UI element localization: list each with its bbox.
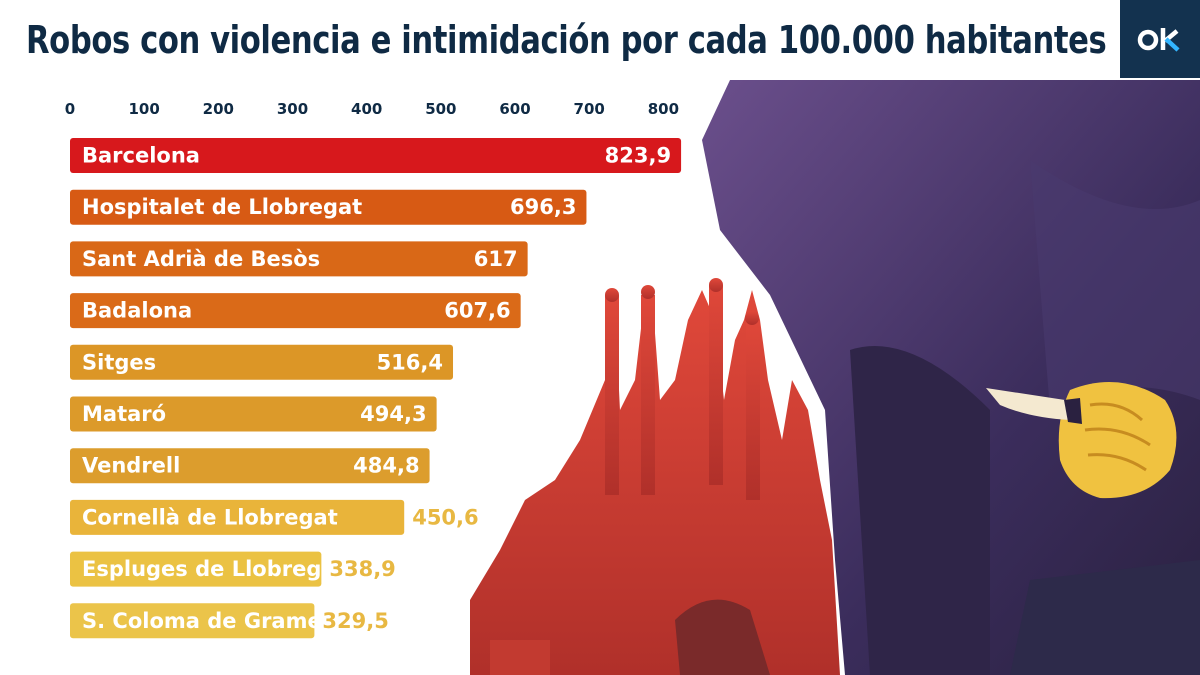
x-tick-label: 200 bbox=[203, 100, 234, 118]
bar-category-label: Mataró bbox=[82, 402, 166, 426]
x-tick-label: 0 bbox=[65, 100, 75, 118]
bar-value-label: 329,5 bbox=[322, 609, 388, 633]
bar-value-label: 338,9 bbox=[329, 557, 395, 581]
bar-category-label: Sant Adrià de Besòs bbox=[82, 247, 320, 271]
bar-value-label: 617 bbox=[474, 247, 518, 271]
bar-value-label: 494,3 bbox=[360, 402, 426, 426]
bar bbox=[70, 241, 528, 277]
bar bbox=[70, 189, 587, 225]
bar-value-label: 823,9 bbox=[605, 144, 671, 168]
bar bbox=[70, 396, 437, 432]
bar-value-label: 450,6 bbox=[412, 505, 478, 529]
bar-value-label: 516,4 bbox=[377, 350, 443, 374]
x-tick-label: 500 bbox=[425, 100, 456, 118]
bar bbox=[70, 293, 521, 329]
x-axis-ticks: 0 100 200 300 400 500 600 700 800 bbox=[65, 100, 679, 118]
person-silhouette bbox=[702, 80, 1200, 675]
bar bbox=[70, 499, 405, 535]
bar-category-label: Espluges de Llobregat bbox=[82, 557, 346, 581]
brand-logo[interactable] bbox=[1120, 0, 1200, 78]
x-tick-label: 600 bbox=[499, 100, 530, 118]
x-tick-label: 700 bbox=[574, 100, 605, 118]
bar-category-label: Barcelona bbox=[82, 144, 200, 168]
bar-category-label: Badalona bbox=[82, 299, 192, 323]
bar-value-label: 607,6 bbox=[444, 299, 510, 323]
background-illustration bbox=[470, 80, 1200, 675]
x-tick-label: 400 bbox=[351, 100, 382, 118]
x-tick-label: 300 bbox=[277, 100, 308, 118]
chart-title: Robos con violencia e intimidación por c… bbox=[26, 18, 1107, 62]
bar-chart: 0 100 200 300 400 500 600 700 800 Barcelona 823,9… bbox=[65, 100, 682, 639]
bar-value-label: 484,8 bbox=[353, 454, 419, 478]
bar-category-label: Cornellà de Llobregat bbox=[82, 505, 338, 529]
header: Robos con violencia e intimidación por c… bbox=[0, 0, 1200, 80]
bar-category-label: Vendrell bbox=[82, 454, 180, 478]
bar-value-label: 696,3 bbox=[510, 195, 576, 219]
bar bbox=[70, 603, 315, 639]
x-tick-label: 100 bbox=[129, 100, 160, 118]
x-tick-label: 800 bbox=[648, 100, 679, 118]
bar-category-label: Hospitalet de Llobregat bbox=[82, 195, 362, 219]
bar bbox=[70, 448, 430, 484]
bar bbox=[70, 138, 682, 173]
ok-logo-icon bbox=[1137, 28, 1180, 52]
bar bbox=[70, 551, 322, 587]
bar-category-label: Sitges bbox=[82, 350, 156, 374]
bars: Barcelona 823,9 Hospitalet de Llobregat 696… bbox=[70, 138, 682, 639]
sagrada-familia-illustration bbox=[470, 278, 840, 675]
bar-category-label: S. Coloma de Gramenet bbox=[82, 609, 361, 633]
bar bbox=[70, 344, 454, 380]
